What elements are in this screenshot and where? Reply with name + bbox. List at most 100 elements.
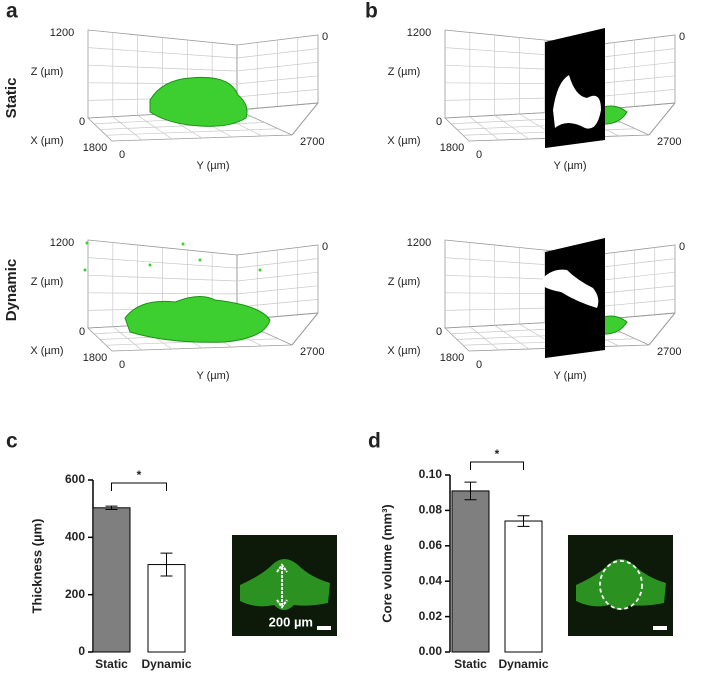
z-tick-label: 0	[436, 116, 442, 128]
tissue-render	[149, 76, 248, 127]
speck	[85, 241, 89, 245]
panel-label: b	[365, 0, 378, 23]
x-tick-label: Static	[95, 657, 128, 671]
axis-label: Y (µm)	[553, 370, 586, 382]
grid-line	[593, 299, 676, 308]
y-tick-label: 2700	[300, 346, 324, 358]
x-tick-label: 1800	[83, 142, 107, 154]
row-label: Dynamic	[3, 259, 20, 322]
floor-edge	[648, 102, 676, 136]
x-tick-label: 1800	[440, 142, 464, 154]
grid-line	[236, 271, 319, 282]
x-tick-label: Static	[454, 657, 487, 671]
z-tick-label: 1200	[407, 237, 431, 249]
y-tick-label: 2700	[657, 346, 681, 358]
z-tick-label: 0	[79, 326, 85, 338]
z-tick-label: 1200	[407, 27, 431, 39]
x-tick-label: 1800	[83, 352, 107, 364]
axis-label: X (µm)	[387, 345, 420, 357]
corner-tick-label: 0	[322, 31, 328, 43]
floor-edge	[291, 102, 319, 136]
core-outline	[599, 560, 643, 610]
x-tick-label: 0	[119, 359, 125, 371]
z-tick-label: 0	[436, 326, 442, 338]
axis-label: Z (µm)	[388, 66, 421, 78]
speck	[258, 268, 262, 272]
corner-tick-label: 0	[679, 31, 685, 43]
x-tick-label: 0	[119, 149, 125, 161]
axis-label: Z (µm)	[388, 276, 421, 288]
grid-line	[236, 258, 319, 269]
bar	[451, 490, 490, 653]
grid-line	[236, 89, 319, 98]
grid-line	[87, 257, 238, 269]
axis-label: Z (µm)	[31, 66, 64, 78]
bar	[92, 507, 131, 653]
axis-label: Y (µm)	[553, 160, 586, 172]
x-tick-label: 1800	[440, 352, 464, 364]
error-bar	[464, 481, 477, 501]
scale-bar	[317, 626, 331, 630]
speck	[83, 268, 87, 272]
y-tick-label: 600	[65, 472, 85, 486]
corner-tick-label: 0	[679, 241, 685, 253]
grid-line	[236, 299, 319, 308]
grid-line	[87, 47, 238, 59]
grid-line	[593, 75, 676, 85]
x-tick-label: Dynamic	[141, 657, 191, 671]
floor-edge	[291, 312, 319, 346]
axis-label: Z (µm)	[31, 276, 64, 288]
grid-line	[593, 271, 676, 282]
significance-label: *	[137, 468, 142, 482]
y-tick-label: 2700	[657, 136, 681, 148]
y-axis-label: Core volume (mm³)	[379, 504, 394, 622]
grid-line	[236, 48, 319, 59]
x-tick-label: Dynamic	[498, 657, 548, 671]
bar	[504, 520, 543, 653]
speck	[148, 263, 152, 267]
x-tick-label: 0	[476, 149, 482, 161]
y-tick-label: 0.06	[419, 538, 443, 552]
render-3d: 1200 0 0 Z (µm) X (µm) 1800 0 2700 Y (µm)	[387, 237, 685, 382]
axis-label: X (µm)	[30, 345, 63, 357]
y-tick-label: 0	[78, 644, 85, 658]
grid-line	[236, 75, 319, 85]
significance-bracket	[111, 482, 167, 491]
panel-label: a	[6, 0, 18, 23]
axis-label: X (µm)	[30, 135, 63, 147]
tissue-render	[124, 296, 271, 343]
y-axis-label: Thickness (µm)	[29, 519, 44, 614]
floor-edge	[648, 312, 676, 346]
row-label: Static	[3, 78, 20, 119]
y-tick-label: 200	[65, 587, 85, 601]
significance-bracket	[470, 461, 524, 470]
grid-line	[593, 48, 676, 59]
grid-line	[593, 89, 676, 98]
grid-line	[593, 285, 676, 295]
grid-line	[105, 128, 279, 136]
tissue-image	[576, 559, 666, 610]
grid-line	[87, 274, 238, 282]
y-tick-label: 0.04	[419, 573, 443, 587]
cross-section	[543, 269, 599, 308]
grid-line	[593, 258, 676, 269]
z-tick-label: 0	[79, 116, 85, 128]
grid-line	[593, 61, 676, 72]
grid-line	[236, 285, 319, 295]
tissue-image	[240, 559, 330, 610]
axis-label: Y (µm)	[196, 370, 229, 382]
render-3d: 1200 0 0 Z (µm) X (µm) 1800 0 2700 Y (µm)	[387, 27, 685, 172]
corner-tick-label: 0	[322, 241, 328, 253]
thickness-arrow	[276, 563, 288, 609]
grid-line	[87, 292, 238, 295]
render-3d: 1200 0 0 Z (µm) X (µm) 1800 0 2700 Y (µm)	[30, 237, 328, 382]
y-tick-label: 400	[65, 530, 85, 544]
axis-label: Y (µm)	[196, 160, 229, 172]
speck	[198, 258, 202, 262]
grid-line	[236, 61, 319, 72]
error-bar	[517, 515, 530, 527]
scale-label: 200 µm	[269, 614, 313, 629]
y-tick-label: 2700	[300, 136, 324, 148]
error-bar	[160, 552, 173, 577]
